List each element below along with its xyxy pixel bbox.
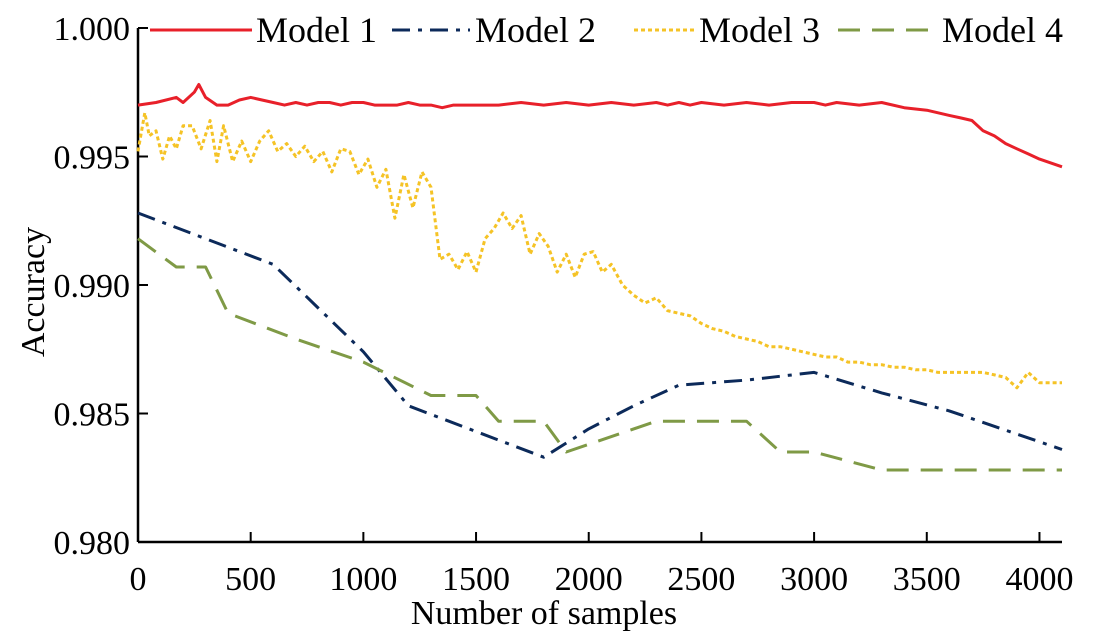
y-tick-label: 0.995 bbox=[54, 140, 131, 177]
x-ticks: 0 500 1000 1500 2000 2500 3000 3500 4000 bbox=[130, 532, 1073, 598]
legend: Model 1 Model 2 Model 3 Model 4 bbox=[150, 10, 1063, 50]
legend-label-1: Model 1 bbox=[256, 10, 377, 50]
x-tick-label: 2000 bbox=[555, 561, 623, 598]
x-tick-label: 3000 bbox=[780, 561, 848, 598]
y-tick-label: 0.990 bbox=[54, 268, 131, 305]
series-line-1 bbox=[137, 83, 1063, 169]
y-tick-label: 1.000 bbox=[54, 11, 131, 48]
y-axis-title: Accuracy bbox=[15, 227, 52, 357]
x-tick-label: 3500 bbox=[893, 561, 961, 598]
series-line-2 bbox=[137, 211, 1063, 459]
y-tick-label: 0.985 bbox=[54, 397, 131, 434]
x-tick-label: 2500 bbox=[667, 561, 735, 598]
series-line-3 bbox=[136, 111, 1062, 390]
y-ticks: 0.980 0.985 0.990 0.995 1.000 bbox=[54, 11, 148, 562]
x-tick-label: 1000 bbox=[329, 561, 397, 598]
legend-label-4: Model 4 bbox=[942, 10, 1063, 50]
x-tick-label: 1500 bbox=[442, 561, 510, 598]
x-tick-label: 0 bbox=[130, 561, 147, 598]
x-axis-title: Number of samples bbox=[411, 595, 677, 632]
series-line-4 bbox=[137, 237, 1062, 472]
x-tick-label: 4000 bbox=[1005, 561, 1073, 598]
x-tick-label: 500 bbox=[225, 561, 276, 598]
y-tick-label: 0.980 bbox=[54, 525, 131, 562]
series-layer bbox=[136, 83, 1063, 472]
legend-label-3: Model 3 bbox=[699, 10, 820, 50]
legend-label-2: Model 2 bbox=[475, 10, 596, 50]
